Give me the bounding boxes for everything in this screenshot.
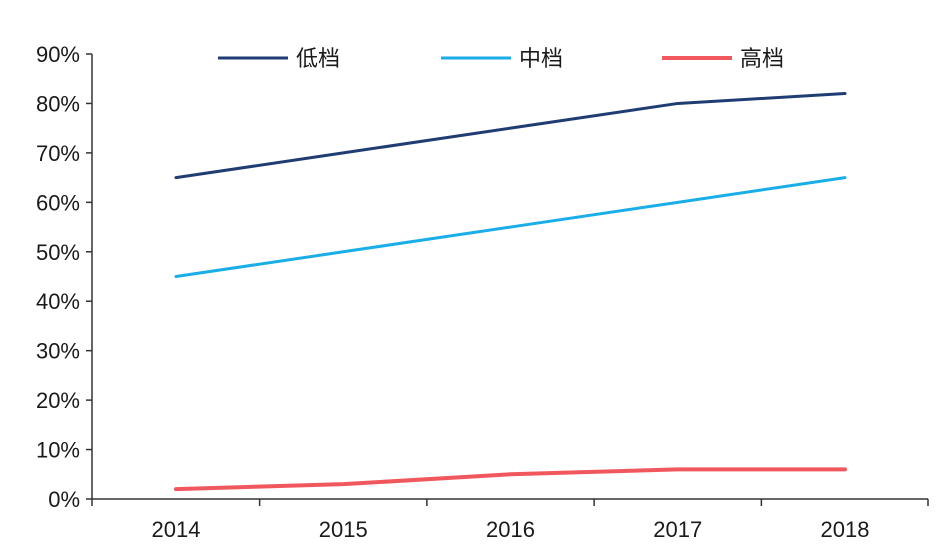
axes: 0%10%20%30%40%50%60%70%80%90% 2014 2015 20… (36, 42, 929, 542)
y-tick-label: 30% (36, 339, 80, 364)
y-tick-label: 40% (36, 289, 80, 314)
y-tick-label: 60% (36, 190, 80, 215)
x-tick-label: 2018 (821, 517, 870, 542)
series-line-1 (174, 92, 847, 180)
legend-label: 低档 (296, 47, 340, 72)
y-tick-label: 70% (36, 141, 80, 166)
y-tick-label: 90% (36, 42, 80, 67)
x-tick-label: 2015 (319, 517, 368, 542)
series-line-2 (174, 176, 847, 278)
x-tick-label: 2014 (152, 517, 201, 542)
y-tick-label: 80% (36, 91, 80, 116)
y-tick-label: 20% (36, 388, 80, 413)
legend-label: 中档 (519, 47, 563, 72)
x-tick-label: 2016 (486, 517, 535, 542)
y-tick-label: 50% (36, 240, 80, 265)
legend-label: 高档 (740, 47, 784, 72)
y-tick-label: 10% (36, 438, 80, 463)
x-axis-ticks: 2014 2015 2016 2017 2018 (91, 499, 929, 542)
legend: 低档 中档 高档 (218, 47, 784, 72)
series-lines (174, 92, 847, 492)
series-line-3 (174, 467, 847, 492)
y-tick-label: 0% (48, 487, 80, 512)
y-axis-ticks: 0% 10% 20% 30% 40% 50% 60% 70% 80% 90% (36, 42, 92, 512)
x-tick-label: 2017 (653, 517, 702, 542)
